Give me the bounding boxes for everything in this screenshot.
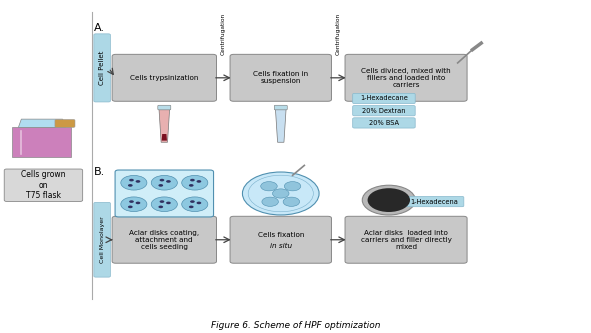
FancyBboxPatch shape — [112, 216, 216, 263]
Circle shape — [197, 180, 202, 183]
Circle shape — [158, 205, 163, 208]
Circle shape — [166, 180, 171, 183]
FancyBboxPatch shape — [353, 118, 415, 128]
Polygon shape — [12, 128, 72, 157]
Text: Figure 6. Scheme of HPF optimization: Figure 6. Scheme of HPF optimization — [211, 321, 380, 330]
Polygon shape — [162, 134, 167, 141]
Circle shape — [189, 184, 194, 187]
Circle shape — [151, 175, 177, 190]
FancyBboxPatch shape — [115, 170, 213, 217]
Circle shape — [128, 184, 132, 187]
Circle shape — [261, 181, 277, 191]
Circle shape — [151, 197, 177, 211]
Text: Cells fixation: Cells fixation — [258, 232, 304, 238]
Circle shape — [129, 200, 134, 203]
Text: Aclar disks coating,
attachment and
cells seeding: Aclar disks coating, attachment and cell… — [129, 230, 199, 250]
FancyBboxPatch shape — [94, 34, 111, 102]
FancyBboxPatch shape — [404, 196, 464, 207]
Circle shape — [166, 201, 171, 204]
Text: Cells grown
on
T75 flask: Cells grown on T75 flask — [21, 170, 66, 200]
FancyBboxPatch shape — [230, 216, 332, 263]
Circle shape — [160, 179, 164, 181]
Text: Centrifugation: Centrifugation — [336, 13, 341, 55]
Polygon shape — [159, 109, 170, 142]
Text: 20% BSA: 20% BSA — [369, 120, 399, 126]
Text: Cells fixation in
suspension: Cells fixation in suspension — [253, 71, 309, 84]
FancyBboxPatch shape — [274, 105, 287, 110]
Text: A.: A. — [94, 23, 105, 33]
Text: 1-Hexadecena: 1-Hexadecena — [410, 198, 458, 204]
Circle shape — [362, 185, 415, 215]
Circle shape — [189, 205, 194, 208]
FancyBboxPatch shape — [4, 169, 83, 201]
Polygon shape — [275, 109, 286, 142]
FancyBboxPatch shape — [230, 54, 332, 101]
FancyBboxPatch shape — [55, 120, 75, 128]
Circle shape — [197, 201, 202, 204]
Circle shape — [284, 181, 301, 191]
FancyBboxPatch shape — [345, 54, 467, 101]
Text: in situ: in situ — [269, 243, 292, 249]
Text: B.: B. — [94, 167, 105, 177]
Polygon shape — [18, 119, 66, 128]
FancyBboxPatch shape — [345, 216, 467, 263]
Text: 1-Hexadecane: 1-Hexadecane — [360, 96, 408, 102]
Circle shape — [283, 197, 300, 206]
FancyBboxPatch shape — [94, 202, 111, 277]
Circle shape — [121, 175, 147, 190]
Circle shape — [181, 197, 208, 211]
FancyBboxPatch shape — [353, 106, 415, 116]
Circle shape — [121, 197, 147, 211]
Circle shape — [248, 175, 313, 212]
Circle shape — [262, 197, 278, 206]
Circle shape — [129, 179, 134, 181]
Circle shape — [181, 175, 208, 190]
FancyBboxPatch shape — [158, 105, 171, 110]
FancyBboxPatch shape — [353, 93, 415, 104]
Circle shape — [128, 205, 132, 208]
Text: Cell Monolayer: Cell Monolayer — [100, 216, 105, 263]
Circle shape — [135, 201, 140, 204]
Text: 20% Dextran: 20% Dextran — [362, 108, 405, 114]
Text: Cells trypsinization: Cells trypsinization — [130, 75, 199, 81]
Circle shape — [190, 200, 195, 203]
Circle shape — [368, 188, 410, 212]
Circle shape — [135, 180, 140, 183]
Circle shape — [160, 200, 164, 203]
Text: Cells diviced, mixed with
fillers and loaded into
carriers: Cells diviced, mixed with fillers and lo… — [361, 68, 451, 88]
Text: Centrifugation: Centrifugation — [221, 13, 226, 55]
Circle shape — [242, 172, 319, 215]
FancyBboxPatch shape — [112, 54, 216, 101]
Circle shape — [158, 184, 163, 187]
Circle shape — [190, 179, 195, 181]
Circle shape — [272, 189, 289, 198]
Text: Cell Pellet: Cell Pellet — [99, 51, 105, 85]
Text: Aclar disks  loaded into
carriers and filler directly
mixed: Aclar disks loaded into carriers and fil… — [361, 230, 452, 250]
